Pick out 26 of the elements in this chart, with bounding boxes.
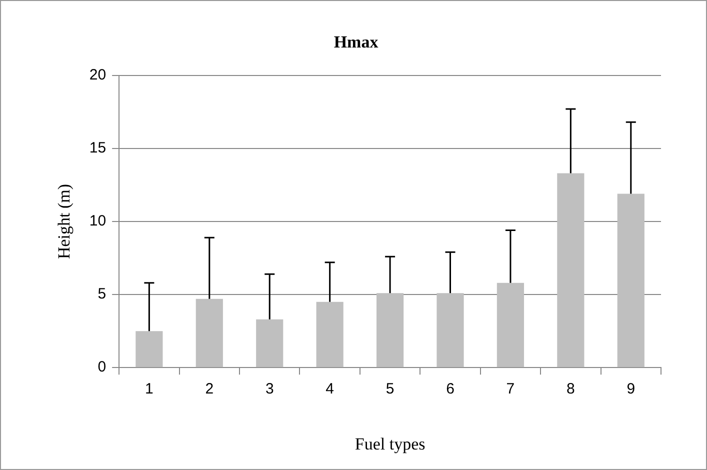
x-tick-label: 6	[446, 380, 454, 398]
x-tick-label: 4	[326, 380, 334, 398]
x-tick-label: 7	[506, 380, 515, 398]
y-axis-title: Height (m)	[54, 184, 74, 260]
x-tick-label: 9	[626, 380, 636, 398]
bar	[436, 293, 464, 368]
bar	[136, 331, 163, 368]
y-tick-label: 10	[89, 212, 106, 230]
bar	[196, 298, 223, 368]
chart-title: Hmax	[334, 32, 379, 52]
x-tick-label: 1	[145, 380, 154, 398]
bar	[316, 302, 344, 368]
x-axis-title: Fuel types	[354, 434, 426, 454]
bar	[376, 293, 404, 368]
bar	[617, 194, 644, 368]
x-tick-label: 2	[205, 380, 214, 398]
y-tick-label: 0	[98, 358, 106, 376]
y-tick-label: 15	[89, 140, 106, 157]
y-tick-label: 5	[98, 286, 106, 303]
y-tick-label: 20	[89, 66, 106, 84]
bar	[256, 319, 284, 368]
bar	[496, 282, 524, 368]
bar	[557, 173, 584, 368]
x-tick-label: 8	[566, 380, 575, 398]
x-tick-label: 5	[386, 380, 394, 398]
x-tick-label: 3	[265, 380, 274, 398]
